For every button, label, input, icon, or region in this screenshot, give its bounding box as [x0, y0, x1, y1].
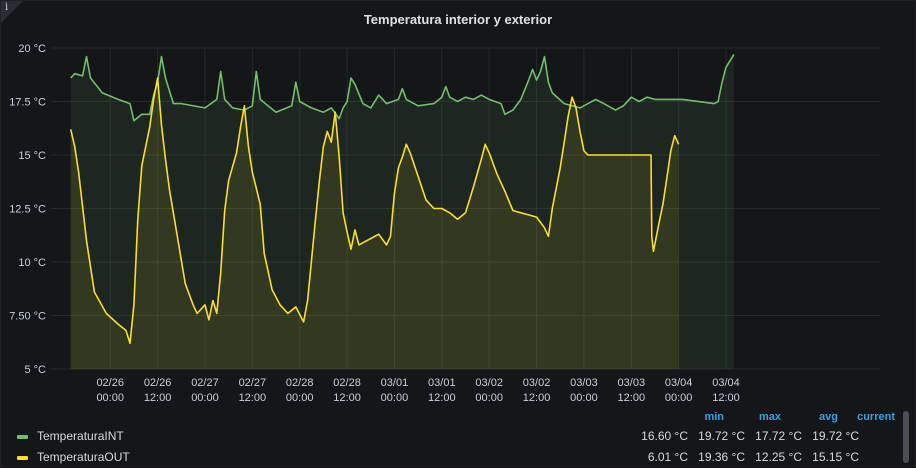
x-tick-date: 02/27 [191, 377, 219, 389]
panel-title[interactable]: Temperatura interior y exterior [363, 12, 553, 27]
x-tick-time: 00:00 [381, 392, 409, 401]
info-icon[interactable]: i [5, 2, 9, 13]
x-tick-time: 12:00 [428, 392, 456, 401]
x-tick-date: 03/04 [665, 377, 693, 389]
x-tick-time: 00:00 [286, 392, 314, 401]
y-tick-label: 15 °C [18, 150, 46, 162]
series-line[interactable] [70, 53, 735, 122]
legend-row-out[interactable]: TemperaturaOUT 6.01 °C 19.36 °C 12.25 °C… [1, 448, 901, 468]
legend: min max avg current TemperaturaINT 16.60… [1, 407, 901, 467]
legend-series-name[interactable]: TemperaturaINT [37, 429, 124, 443]
series-areas [70, 54, 734, 370]
legend-avg: 12.25 °C [755, 450, 802, 464]
series-area [70, 78, 679, 369]
legend-min: 16.60 °C [641, 429, 688, 443]
legend-max: 19.72 °C [698, 429, 745, 443]
x-tick-date: 02/28 [333, 377, 361, 389]
x-tick-time: 00:00 [665, 392, 693, 401]
x-axis: 02/26 00:00 02/26 12:00 02/27 00:00 02/27 12:00… [96, 377, 739, 401]
y-axis: 20 °C 17.5 °C 15 °C 12.5 °C 10 °C 7.50 °C 5 °C [9, 43, 46, 376]
legend-header-min[interactable]: min [704, 411, 724, 423]
x-tick-date: 02/28 [286, 377, 314, 389]
x-tick-date: 03/03 [570, 377, 598, 389]
y-tick-label: 17.5 °C [9, 97, 46, 109]
x-tick-time: 12:00 [144, 392, 172, 401]
legend-scrollbar[interactable] [903, 411, 909, 463]
y-tick-label: 7.50 °C [9, 311, 46, 323]
x-tick-date: 03/01 [381, 377, 409, 389]
x-tick-time: 00:00 [475, 392, 503, 401]
x-tick-time: 12:00 [712, 392, 740, 401]
x-tick-time: 12:00 [239, 392, 267, 401]
legend-series-name[interactable]: TemperaturaOUT [37, 450, 130, 464]
legend-current: 15.15 °C [812, 450, 859, 464]
y-tick-label: 20 °C [18, 43, 46, 55]
legend-current: 19.72 °C [812, 429, 859, 443]
legend-header-current[interactable]: current [857, 411, 895, 423]
legend-min: 6.01 °C [647, 450, 688, 464]
x-tick-time: 12:00 [523, 392, 551, 401]
x-tick-date: 03/03 [618, 377, 646, 389]
x-tick-date: 02/26 [144, 377, 172, 389]
info-corner[interactable] [1, 1, 23, 23]
x-tick-date: 02/27 [239, 377, 267, 389]
x-tick-date: 03/04 [712, 377, 740, 389]
x-tick-time: 00:00 [191, 392, 219, 401]
legend-header-max[interactable]: max [758, 411, 781, 423]
x-tick-time: 12:00 [333, 392, 361, 401]
series-lines [69, 53, 735, 345]
x-tick-date: 03/02 [475, 377, 503, 389]
legend-row-int[interactable]: TemperaturaINT 16.60 °C 19.72 °C 17.72 °… [1, 427, 901, 447]
y-tick-label: 5 °C [24, 364, 46, 376]
legend-avg: 17.72 °C [755, 429, 802, 443]
chart-area[interactable]: 20 °C 17.5 °C 15 °C 12.5 °C 10 °C 7.50 °C 5 °C… [1, 1, 915, 401]
x-tick-date: 03/02 [523, 377, 551, 389]
legend-header-avg[interactable]: avg [819, 411, 838, 423]
x-tick-time: 00:00 [570, 392, 598, 401]
y-tick-label: 12.5 °C [9, 204, 46, 216]
legend-max: 19.36 °C [698, 450, 745, 464]
x-tick-date: 02/26 [96, 377, 124, 389]
x-tick-time: 00:00 [96, 392, 124, 401]
y-tick-label: 10 °C [18, 257, 46, 269]
series-line[interactable] [69, 77, 680, 345]
x-tick-date: 03/01 [428, 377, 456, 389]
legend-swatch-out[interactable] [17, 456, 28, 460]
series-area [70, 54, 734, 370]
legend-swatch-int[interactable] [17, 435, 28, 439]
x-tick-time: 12:00 [618, 392, 646, 401]
